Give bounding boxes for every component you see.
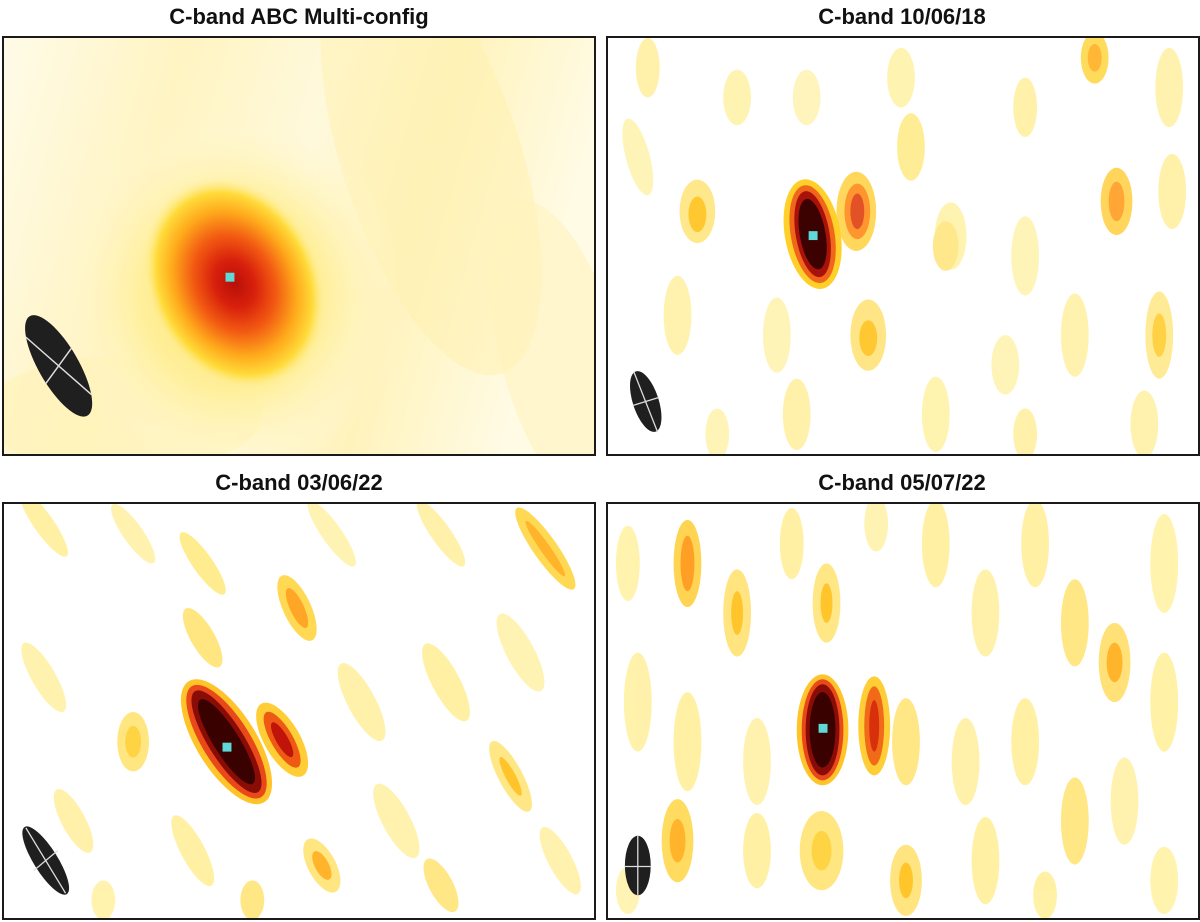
panel-2-title: C-band 10/06/18: [818, 4, 986, 29]
beam-ellipse-icon: [630, 371, 662, 433]
panel-1-title: C-band ABC Multi-config: [169, 4, 429, 29]
beam-ellipse-icon: [22, 826, 70, 895]
image-panel-multiconfig: [2, 36, 596, 456]
beam-ellipse-icon: [624, 835, 651, 896]
peak-marker: [818, 723, 828, 733]
image-panel-050722: [606, 502, 1200, 920]
peak-marker: [225, 272, 235, 282]
radio-map-2022a: [4, 504, 594, 918]
peak-marker: [808, 231, 818, 241]
panel-3-title: C-band 03/06/22: [215, 470, 383, 495]
radio-map-multiconfig: [4, 38, 594, 454]
panel-4-title: C-band 05/07/22: [818, 470, 986, 495]
radio-map-2018: [608, 38, 1198, 454]
image-panel-030622: [2, 502, 596, 920]
radio-map-2022b: [608, 504, 1198, 918]
beam-ellipse-icon: [25, 315, 93, 417]
peak-marker: [222, 742, 232, 752]
image-panel-101806: [606, 36, 1200, 456]
